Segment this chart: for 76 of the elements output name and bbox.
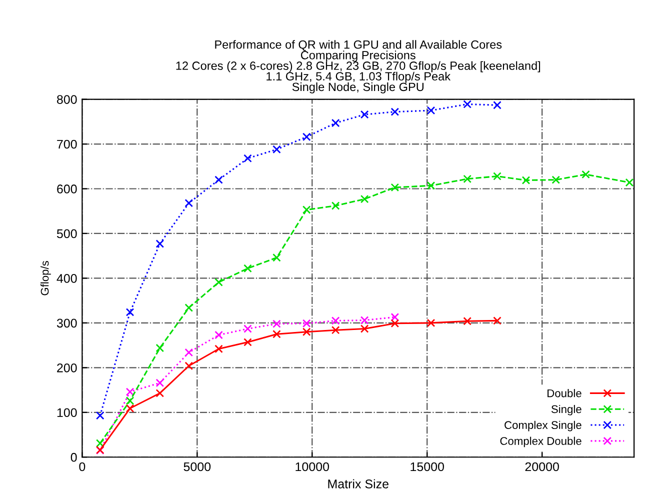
point: [390, 319, 400, 328]
point: [156, 388, 164, 398]
point: [244, 338, 252, 346]
point: [156, 240, 164, 248]
point: [331, 316, 340, 325]
point: [214, 344, 223, 354]
point: [493, 316, 502, 325]
y-tick-label: 300: [56, 318, 77, 328]
point: [302, 132, 311, 142]
point: [463, 100, 472, 108]
point: [126, 308, 134, 316]
legend-label: Complex Double: [500, 436, 582, 448]
point: [331, 326, 340, 334]
point: [426, 181, 436, 190]
point: [184, 362, 194, 370]
y-tick-label: 600: [57, 184, 77, 194]
point: [360, 194, 369, 204]
x-axis-title: Matrix Size: [328, 479, 388, 488]
point: [244, 264, 252, 273]
point: [126, 404, 134, 413]
point: [302, 206, 311, 214]
y-tick-label: 400: [56, 274, 77, 283]
x-tick-label: 0: [79, 462, 86, 472]
point: [522, 176, 530, 184]
point: [331, 202, 340, 210]
y-tick-label: 800: [56, 95, 77, 104]
x-tick-label: 15000: [410, 462, 444, 472]
point: [272, 320, 281, 328]
point: [582, 170, 590, 179]
y-tick-label: 700: [57, 140, 77, 149]
point: [272, 253, 281, 262]
y-tick-label: 500: [56, 229, 77, 238]
point: [156, 378, 164, 388]
point: [463, 316, 472, 326]
point: [184, 198, 194, 208]
y-tick-label: 100: [57, 408, 77, 418]
y-axis-title: Gflop/s: [40, 261, 51, 296]
legend-label: Complex Single: [504, 420, 582, 432]
point: [184, 304, 194, 312]
point: [184, 348, 194, 357]
point: [302, 328, 311, 336]
y-tick-label: 0: [70, 452, 77, 462]
y-tick-label: 200: [57, 363, 77, 372]
point: [272, 330, 281, 338]
point: [272, 145, 281, 154]
point: [493, 172, 502, 180]
point: [552, 176, 560, 184]
point: [463, 174, 472, 184]
point: [390, 183, 400, 192]
chart-title: Performance of QR with 1 GPU and all Available Cores Comparing Precisions 12 Cores (2 x 6-cores) 2.8 GHz, 23 GB, 270 Gflop/s Peak [keeneland] 1.1 GHz, 5.4 GB, 1.03 Tflop/s Peak Single Node, Single GPU: [176, 40, 540, 94]
point: [96, 439, 104, 448]
point: [244, 154, 252, 162]
x-tick-label: 5000: [184, 462, 211, 472]
point: [214, 176, 223, 184]
legend-label: Single: [551, 404, 582, 416]
point: [126, 396, 134, 405]
point: [244, 324, 252, 333]
point: [360, 110, 369, 119]
x-tick-label: 20000: [525, 462, 559, 472]
point: [96, 411, 104, 420]
point: [390, 312, 400, 322]
point: [156, 344, 164, 352]
point: [331, 118, 340, 128]
point: [360, 324, 369, 333]
point: [625, 178, 634, 187]
point: [126, 388, 134, 396]
x-tick-label: 10000: [296, 462, 330, 472]
point: [302, 319, 311, 328]
point: [214, 278, 223, 286]
point: [360, 316, 369, 324]
point: [426, 318, 436, 328]
point: [426, 106, 436, 115]
point: [214, 330, 223, 340]
point: [493, 100, 502, 110]
legend-label: Double: [548, 389, 582, 398]
point: [390, 108, 400, 116]
